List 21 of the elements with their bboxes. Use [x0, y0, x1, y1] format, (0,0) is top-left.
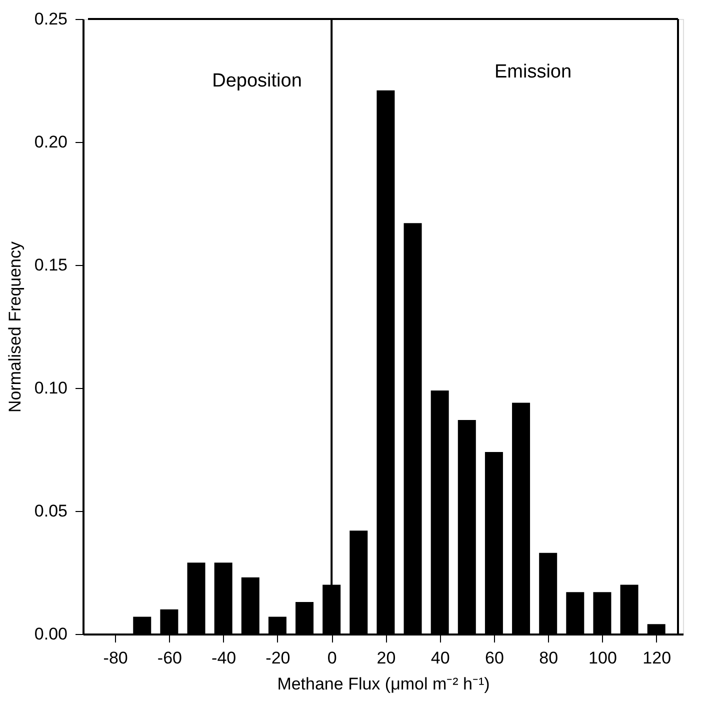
x-tick-label: -40: [212, 648, 236, 668]
x-tick-label: -60: [157, 648, 182, 668]
y-tick-label: 0.15: [34, 256, 68, 274]
y-tick-label: 0.20: [34, 132, 68, 152]
x-tick-label: 80: [539, 648, 558, 668]
y-tick-label: 0.25: [34, 10, 68, 28]
y-tick-label: 0.00: [34, 624, 68, 644]
x-tick-label: 120: [642, 648, 672, 668]
x-tick-label: 40: [430, 648, 450, 668]
x-tick-label: -80: [103, 648, 128, 668]
x-tick-label: 60: [485, 648, 504, 668]
y-tick-label: 0.10: [34, 378, 68, 398]
annotation: Deposition: [212, 70, 302, 92]
annotation: Emission: [494, 61, 572, 82]
x-tick-label: 20: [376, 648, 396, 668]
x-tick-label: 0: [327, 648, 337, 668]
x-tick-label: -20: [266, 648, 290, 668]
x-axis-title: Methane Flux (μmol m⁻² h⁻¹): [277, 674, 490, 694]
x-tick-label: 100: [588, 648, 617, 668]
y-tick-label: 0.05: [34, 502, 68, 520]
y-axis-title: Normalised Frequency: [5, 240, 24, 413]
